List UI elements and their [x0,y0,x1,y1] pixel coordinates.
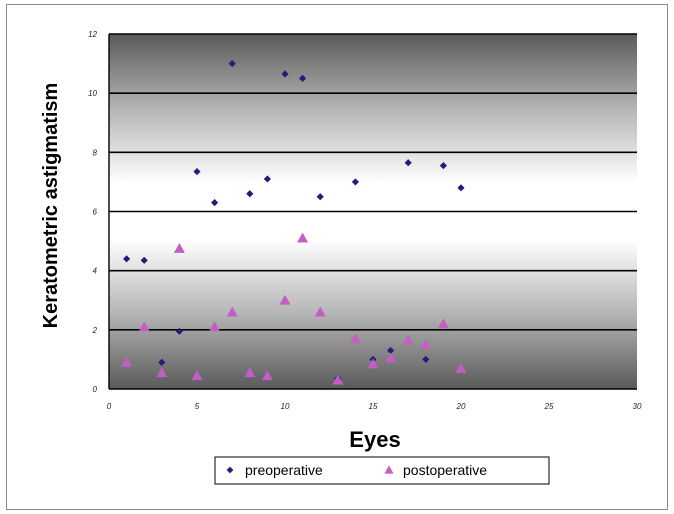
x-tick-label: 15 [369,402,378,411]
preoperative-point [439,162,447,170]
x-tick-label: 30 [633,402,642,411]
preoperative-point [211,199,219,207]
preoperative-point [457,184,465,192]
preoperative-point [422,355,430,364]
postoperative-point [402,334,414,345]
x-axis-label: Eyes [349,427,400,452]
preoperative-point [158,358,166,366]
postoperative-point [314,306,326,317]
postoperative-point [191,370,203,381]
legend-item-preoperative: preoperative [226,462,323,478]
y-axis-label: Keratometric astigmatism [40,83,62,329]
x-tick-label: 20 [456,402,466,411]
legend-box [214,456,550,485]
preoperative-point [387,346,395,355]
legend-marker-postoperative [384,465,394,474]
postoperative-point [385,352,397,363]
y-tick-label: 10 [88,89,97,98]
postoperative-point [244,367,256,378]
postoperative-point [455,362,467,373]
y-tick-label: 0 [93,385,98,394]
postoperative-point [156,367,168,378]
preoperative-point [263,175,271,183]
x-tick-labels: 0 5 10 15 20 25 30 [107,402,642,411]
axes [108,34,637,390]
preoperative-point [299,74,307,82]
postoperative-point [121,356,133,367]
y-tick-labels: 0 2 4 6 8 10 12 [88,30,97,394]
postoperative-point [209,321,221,332]
y-tick-label: 2 [92,326,98,335]
preoperative-point [228,59,236,68]
legend: preoperative postoperative [214,456,550,485]
postoperative-point [367,358,379,369]
legend-label-postoperative: postoperative [403,462,487,478]
chart-frame: 0 5 10 15 20 25 30 0 2 4 6 8 10 12 Eyes Keratometric… [6,4,668,510]
postoperative-point [226,306,238,317]
preoperative-point [246,190,254,198]
scatter-chart: 0 5 10 15 20 25 30 0 2 4 6 8 10 12 Eyes Keratometric… [40,30,642,485]
series-postoperative [121,232,467,385]
grid-lines [109,33,637,331]
y-tick-label: 8 [93,148,98,157]
y-tick-label: 6 [93,208,98,217]
postoperative-point [349,333,361,344]
data-points [121,59,467,385]
y-tick-label: 12 [88,30,97,39]
preoperative-point [175,327,183,335]
legend-marker-preoperative [226,466,234,474]
preoperative-point [281,70,289,78]
preoperative-point [404,159,412,167]
postoperative-point [173,242,185,253]
legend-label-preoperative: preoperative [245,462,323,478]
postoperative-point [332,374,344,385]
preoperative-point [123,255,131,263]
postoperative-point [138,321,150,332]
postoperative-point [279,294,291,305]
postoperative-point [297,232,309,243]
postoperative-point [420,339,432,350]
x-tick-label: 5 [195,402,200,411]
legend-item-postoperative: postoperative [384,462,487,478]
x-tick-label: 0 [107,402,112,411]
preoperative-point [351,178,359,186]
x-tick-label: 25 [544,402,554,411]
preoperative-point [316,193,324,201]
x-tick-label: 10 [281,402,290,411]
series-preoperative [123,59,465,383]
postoperative-point [261,370,273,381]
preoperative-point [140,256,148,264]
preoperative-point [193,167,201,176]
postoperative-point [437,318,449,329]
y-tick-label: 4 [93,267,98,276]
